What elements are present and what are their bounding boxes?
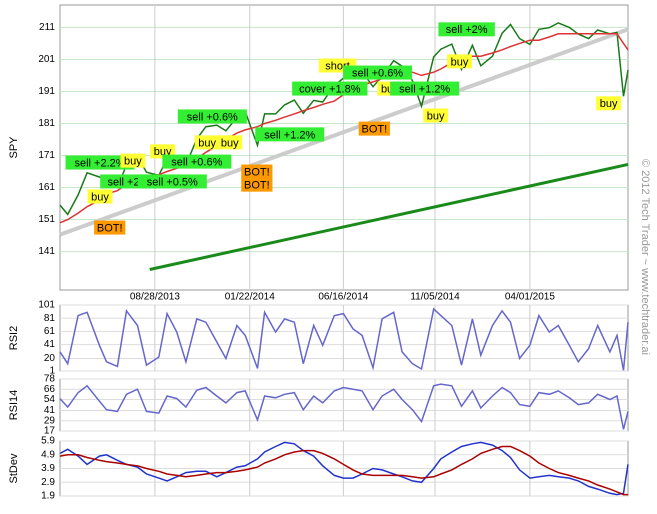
annotation-label: buy [451,56,469,68]
x-tick-label: 08/28/2013 [130,292,180,303]
annotation-label: buy [221,137,239,149]
y-tick-label: 29 [44,415,56,426]
y-tick-label: 5.9 [41,436,55,447]
y-tick-label: 181 [38,118,55,129]
watermark: © 2012 Tech Trader ~ www.techtrader.ai [639,159,651,355]
annotation-label: BOT! [362,124,388,136]
annotation-label: BOT! [244,166,270,178]
y-tick-label: 4.9 [41,449,55,460]
y-axis-label: SPY [8,136,20,159]
y-tick-label: 66 [44,384,56,395]
x-tick-label: 01/22/2014 [225,292,275,303]
annotation-label: sell +0.6% [187,111,238,123]
annotation-label: buy [124,156,142,168]
y-tick-label: 191 [38,86,55,97]
annotation-box [162,154,232,169]
annotation-box [137,174,207,189]
y-tick-label: 17 [44,426,56,437]
annotation-box [423,108,449,123]
annotation-label: sell +0.6% [171,156,222,168]
annotation-label: sell +1.2% [264,129,315,141]
annotation-box [255,127,325,142]
annotation-box [596,96,622,111]
y-tick-label: 211 [39,22,55,33]
annotation-label: BOT! [97,222,123,234]
y-tick-label: 54 [44,394,56,405]
panel-frame [59,378,629,432]
annotation-label: buy [198,137,216,149]
annotation-box [87,189,113,204]
annotation-label: sell +0.6% [352,67,403,79]
annotation-label: sell +2.2% [74,157,125,169]
annotation-box [120,153,146,168]
annotation-label: sell +1.2% [399,83,450,95]
y-tick-label: 1 [49,366,55,377]
annotation-label: buy [427,110,445,122]
y-tick-label: 81 [44,313,56,324]
y-tick-label: 161 [38,182,55,193]
annotation-label: sell +2% [446,24,488,36]
annotation-label: BOT! [244,180,270,192]
annotation-box [194,135,220,150]
trend-line [59,27,629,237]
x-tick-label: 06/16/2014 [318,292,368,303]
y-tick-label: 1.9 [41,491,55,502]
annotation-box [358,121,390,136]
trend-line [149,163,629,271]
annotation-box [343,65,413,80]
series-line [59,383,629,430]
annotation-box [438,22,495,37]
panel-frame [59,4,629,291]
y-axis-label: StDev [8,453,20,483]
y-axis-label: RSI14 [8,390,20,421]
annotation-box [177,109,247,124]
y-tick-label: 2.9 [41,477,55,488]
y-tick-label: 41 [44,405,56,416]
y-tick-label: 101 [38,300,55,311]
annotation-box [390,81,460,96]
annotation-label: sell +0.5% [147,176,198,188]
y-tick-label: 151 [38,214,55,225]
annotation-label: buy [600,98,618,110]
annotation-box [241,164,273,179]
annotation-box [292,81,368,96]
series-line [59,441,629,496]
series-line [59,307,629,371]
x-tick-label: 11/05/2014 [410,292,460,303]
annotation-box [65,155,135,170]
y-tick-label: 78 [44,374,56,385]
y-tick-label: 20 [44,353,56,364]
y-tick-label: 61 [44,326,56,337]
y-tick-label: 141 [38,246,55,257]
annotation-box [94,220,126,235]
annotation-box [241,177,273,192]
y-tick-label: 201 [38,54,55,65]
y-tick-label: 41 [44,339,56,350]
x-tick-label: 04/01/2015 [505,292,555,303]
annotation-box [217,135,243,150]
annotation-label: cover +1.8% [299,83,361,95]
y-tick-label: 3.9 [41,463,55,474]
annotation-box [447,54,472,69]
y-axis-label: RSI2 [8,326,20,350]
annotation-label: buy [91,191,109,203]
series-line [59,445,628,496]
y-tick-label: 171 [38,150,55,161]
